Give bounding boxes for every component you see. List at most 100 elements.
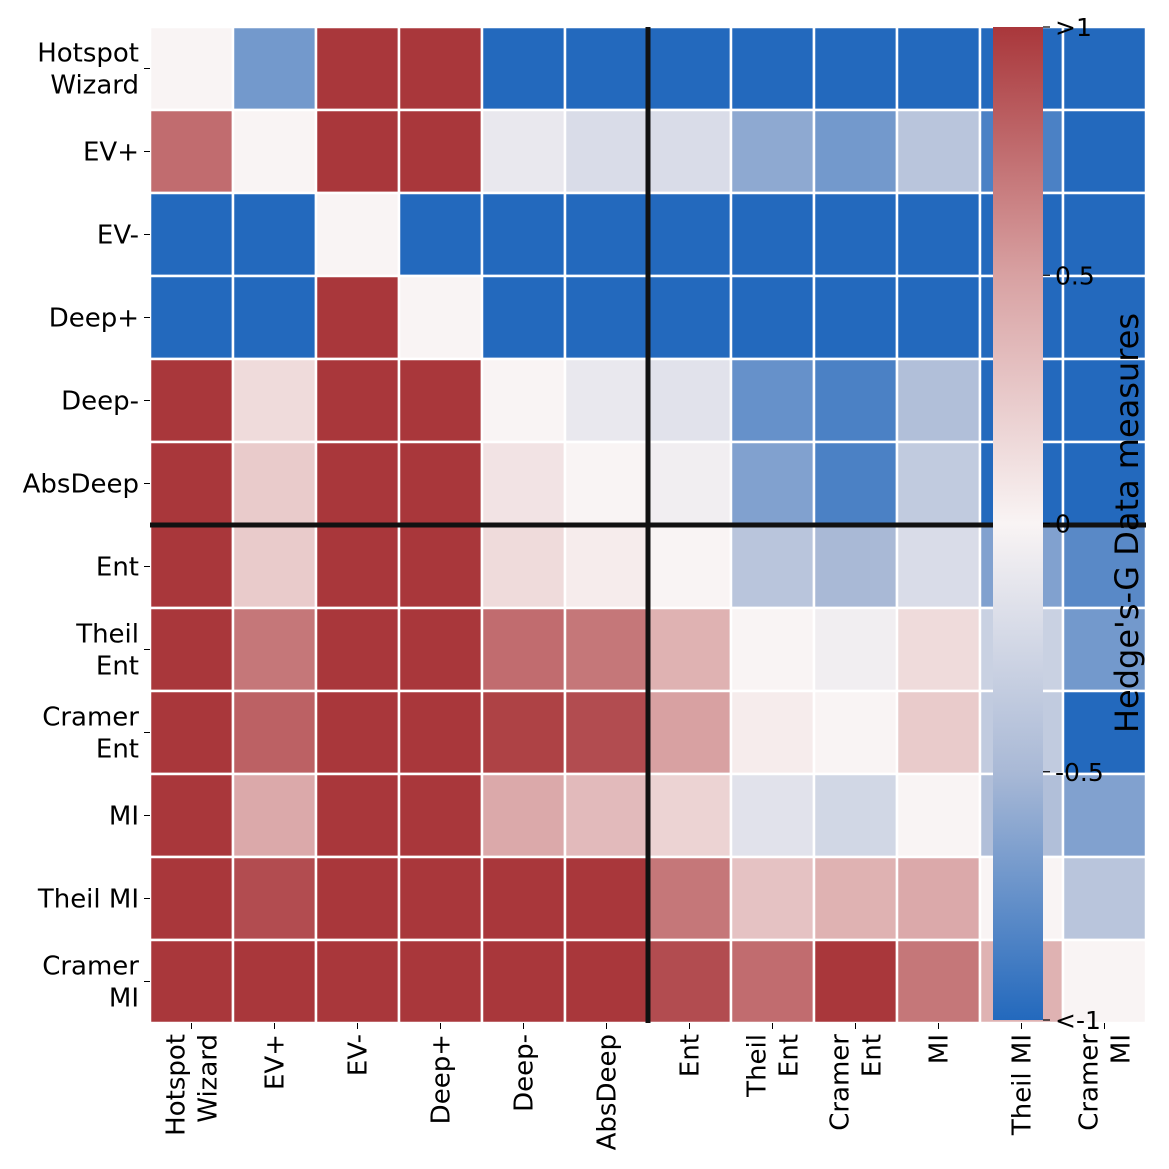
heatmap-cell (729, 855, 816, 942)
heatmap-cell (812, 357, 899, 444)
heatmap-cell (480, 523, 567, 610)
column-label: Ent (775, 1034, 805, 1077)
heatmap-cell (397, 606, 484, 693)
heatmap-cell (563, 191, 650, 278)
heatmap-cell (480, 606, 567, 693)
row-label: EV+ (83, 138, 139, 168)
heatmap-cell (729, 606, 816, 693)
heatmap-cell (563, 25, 650, 112)
row-label: Hotspot (37, 39, 139, 69)
heatmap-cell (1061, 938, 1148, 1025)
heatmap-cell (563, 108, 650, 195)
row-label: Theil (75, 620, 139, 650)
row-label: Ent (96, 553, 139, 583)
column-label: Ent (676, 1034, 706, 1077)
heatmap-cell (812, 523, 899, 610)
heatmap-cell (812, 274, 899, 361)
heatmap-cell (314, 689, 401, 776)
heatmap-cell (646, 25, 733, 112)
heatmap-cell (729, 274, 816, 361)
heatmap-cell (895, 689, 982, 776)
heatmap-cell (563, 689, 650, 776)
column-label: Cramer (826, 1034, 856, 1131)
heatmap-cell (314, 772, 401, 859)
heatmap-cell (231, 606, 318, 693)
heatmap-cell (563, 440, 650, 527)
colorbar: >1 0.5 0 -0.5 <-1 (993, 13, 1104, 1035)
heatmap-cell (231, 440, 318, 527)
row-label: Deep+ (49, 304, 139, 334)
heatmap-cell (397, 274, 484, 361)
heatmap-cell (480, 689, 567, 776)
row-label: Cramer (42, 703, 139, 733)
heatmap-cell (1061, 191, 1148, 278)
heatmap-cell (231, 689, 318, 776)
heatmap-cell (231, 357, 318, 444)
heatmap-cell (895, 855, 982, 942)
colorbar-tick-label: -0.5 (1055, 758, 1104, 787)
heatmap-cell (895, 25, 982, 112)
heatmap-cell (812, 855, 899, 942)
colorbar-tick-label: 0 (1055, 510, 1071, 539)
heatmap-cell (314, 357, 401, 444)
heatmap-cell (646, 357, 733, 444)
column-label: Theil MI (1008, 1034, 1038, 1136)
heatmap-cell (563, 523, 650, 610)
row-label: MI (109, 802, 139, 832)
heatmap-cell (314, 855, 401, 942)
heatmap-cell (729, 938, 816, 1025)
heatmap-cell (895, 274, 982, 361)
row-label: EV- (97, 221, 139, 251)
heatmap-cell (895, 191, 982, 278)
heatmap-cell (314, 108, 401, 195)
heatmap-cell (231, 938, 318, 1025)
colorbar-gradient (993, 27, 1043, 1020)
row-label: AbsDeep (23, 470, 139, 500)
heatmap-cell (397, 523, 484, 610)
heatmap-cell (148, 938, 235, 1025)
heatmap-cell (231, 108, 318, 195)
heatmap-cell (231, 25, 318, 112)
heatmap-cell (563, 357, 650, 444)
quadrant-dividers (150, 27, 1146, 1023)
colorbar-tick-label: <-1 (1055, 1006, 1101, 1035)
row-label: Theil MI (37, 885, 139, 915)
heatmap-cell (148, 440, 235, 527)
heatmap-cell (646, 523, 733, 610)
column-labels: Hotspot Wizard EV+ EV- Deep+ Deep- AbsDeep Ent T… (162, 1023, 1137, 1150)
heatmap-cell (148, 25, 235, 112)
heatmap-cell (1061, 606, 1148, 693)
heatmap-cell (729, 357, 816, 444)
heatmap-cell (231, 855, 318, 942)
heatmap-cell (1061, 689, 1148, 776)
heatmap-cell (480, 855, 567, 942)
colorbar-tick-label: 0.5 (1055, 261, 1095, 290)
heatmap-cell (563, 274, 650, 361)
heatmap-cell (148, 108, 235, 195)
heatmap-cell (480, 772, 567, 859)
colorbar-title: Hedge's-G Data measures (1108, 313, 1146, 733)
heatmap-cell (646, 772, 733, 859)
heatmap-cell (646, 440, 733, 527)
heatmap-cell (397, 938, 484, 1025)
heatmap-cell (895, 357, 982, 444)
row-label: Deep- (61, 387, 139, 417)
heatmap-cell (1061, 523, 1148, 610)
heatmap-cell (314, 25, 401, 112)
heatmap-cell (397, 440, 484, 527)
column-label: AbsDeep (593, 1034, 623, 1150)
heatmap-cell (397, 25, 484, 112)
heatmap-cell (397, 191, 484, 278)
heatmap-cell (231, 523, 318, 610)
heatmap-cell (646, 606, 733, 693)
heatmap-cell (563, 938, 650, 1025)
heatmap-cell (1061, 855, 1148, 942)
heatmap-cell (397, 855, 484, 942)
heatmap-cell (563, 772, 650, 859)
heatmap-cell (812, 108, 899, 195)
heatmap-cell (895, 938, 982, 1025)
heatmap-cell (397, 108, 484, 195)
heatmap-cell (148, 855, 235, 942)
heatmap-cell (148, 772, 235, 859)
row-label: Ent (96, 735, 139, 765)
